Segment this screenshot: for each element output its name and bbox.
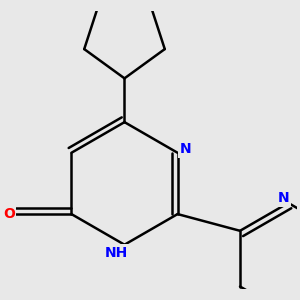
Text: N: N: [180, 142, 191, 156]
Text: NH: NH: [105, 245, 128, 260]
Text: O: O: [3, 207, 15, 221]
Text: N: N: [278, 191, 290, 206]
